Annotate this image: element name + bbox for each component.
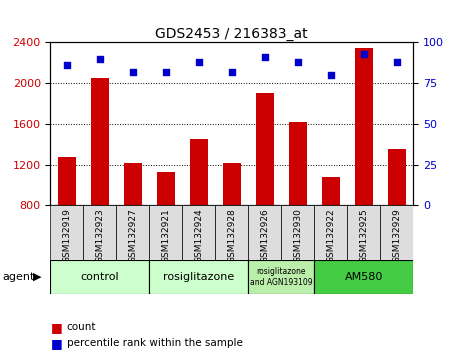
Bar xyxy=(157,172,175,205)
Bar xyxy=(117,205,149,260)
Bar xyxy=(387,149,406,205)
Point xyxy=(327,72,334,78)
Bar xyxy=(149,205,182,260)
Text: rosiglitazone
and AGN193109: rosiglitazone and AGN193109 xyxy=(250,267,313,287)
Point xyxy=(195,59,202,65)
Point xyxy=(96,56,104,62)
Bar xyxy=(84,205,117,260)
Bar xyxy=(347,205,380,260)
Bar xyxy=(248,205,281,260)
Bar xyxy=(50,205,84,260)
Text: agent: agent xyxy=(2,272,35,282)
Bar xyxy=(322,177,340,205)
Bar xyxy=(58,158,76,205)
Bar xyxy=(289,122,307,205)
Bar xyxy=(182,205,215,260)
Text: GSM132919: GSM132919 xyxy=(62,208,72,263)
Text: GSM132930: GSM132930 xyxy=(293,208,302,263)
Bar xyxy=(91,78,109,205)
Text: rosiglitazone: rosiglitazone xyxy=(163,272,235,282)
Point xyxy=(129,69,137,75)
Bar xyxy=(256,93,274,205)
Text: GSM132927: GSM132927 xyxy=(129,208,137,263)
Point xyxy=(294,59,302,65)
Bar xyxy=(149,260,248,294)
Text: GSM132923: GSM132923 xyxy=(95,208,105,263)
Bar xyxy=(355,47,373,205)
Point xyxy=(228,69,235,75)
Text: GSM132925: GSM132925 xyxy=(359,208,368,263)
Bar xyxy=(223,162,241,205)
Text: GSM132929: GSM132929 xyxy=(392,208,401,263)
Text: ■: ■ xyxy=(50,337,62,350)
Point xyxy=(162,69,169,75)
Text: percentile rank within the sample: percentile rank within the sample xyxy=(67,338,242,348)
Text: GSM132924: GSM132924 xyxy=(194,208,203,263)
Bar xyxy=(248,260,314,294)
Text: ■: ■ xyxy=(50,321,62,334)
Text: GSM132928: GSM132928 xyxy=(227,208,236,263)
Text: AM580: AM580 xyxy=(344,272,383,282)
Text: GSM132921: GSM132921 xyxy=(162,208,170,263)
Bar xyxy=(124,162,142,205)
Text: GSM132926: GSM132926 xyxy=(260,208,269,263)
Point xyxy=(261,54,269,60)
Point xyxy=(63,62,71,68)
Text: GSM132922: GSM132922 xyxy=(326,208,335,263)
Bar xyxy=(314,205,347,260)
Bar xyxy=(215,205,248,260)
Bar xyxy=(314,260,413,294)
Point xyxy=(360,51,367,57)
Point xyxy=(393,59,400,65)
Text: count: count xyxy=(67,322,96,332)
Text: ▶: ▶ xyxy=(33,272,42,282)
Bar xyxy=(380,205,413,260)
Title: GDS2453 / 216383_at: GDS2453 / 216383_at xyxy=(156,28,308,41)
Bar xyxy=(190,139,208,205)
Bar xyxy=(281,205,314,260)
Bar xyxy=(50,260,149,294)
Text: control: control xyxy=(81,272,119,282)
